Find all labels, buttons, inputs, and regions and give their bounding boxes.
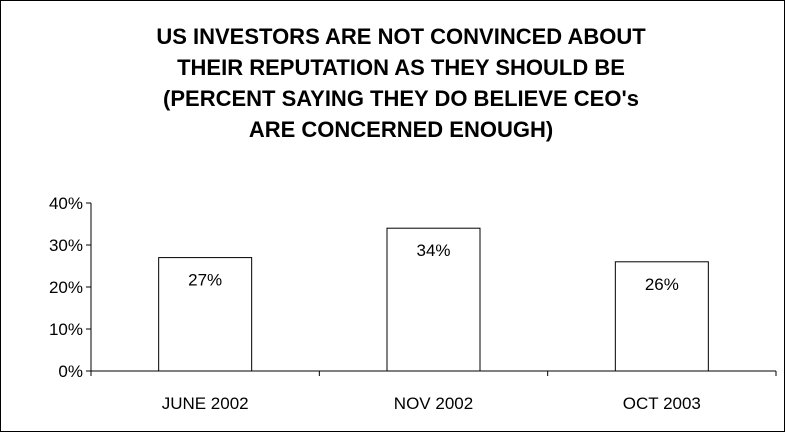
y-tick-label: 0% (58, 362, 83, 381)
data-label: 26% (645, 275, 679, 294)
y-tick-label: 40% (49, 194, 83, 213)
chart-title: US INVESTORS ARE NOT CONVINCED ABOUT THE… (101, 21, 701, 145)
chart-title-line-3: (PERCENT SAYING THEY DO BELIEVE CEO's (163, 86, 639, 111)
x-tick-label: NOV 2002 (394, 394, 473, 413)
chart-title-line-2: THEIR REPUTATION AS THEY SHOULD BE (177, 55, 625, 80)
bar (614, 261, 709, 372)
y-tick-label: 20% (49, 278, 83, 297)
data-label: 34% (416, 241, 450, 260)
y-tick-label: 10% (49, 320, 83, 339)
y-tick-label: 30% (49, 236, 83, 255)
chart-title-line-1: US INVESTORS ARE NOT CONVINCED ABOUT (156, 24, 646, 49)
bar (386, 227, 481, 372)
chart-title-line-4: ARE CONCERNED ENOUGH) (248, 117, 554, 142)
x-tick-label: JUNE 2002 (162, 394, 249, 413)
x-tick-label: OCT 2003 (623, 394, 701, 413)
bar (158, 257, 253, 372)
data-label: 27% (188, 271, 222, 290)
